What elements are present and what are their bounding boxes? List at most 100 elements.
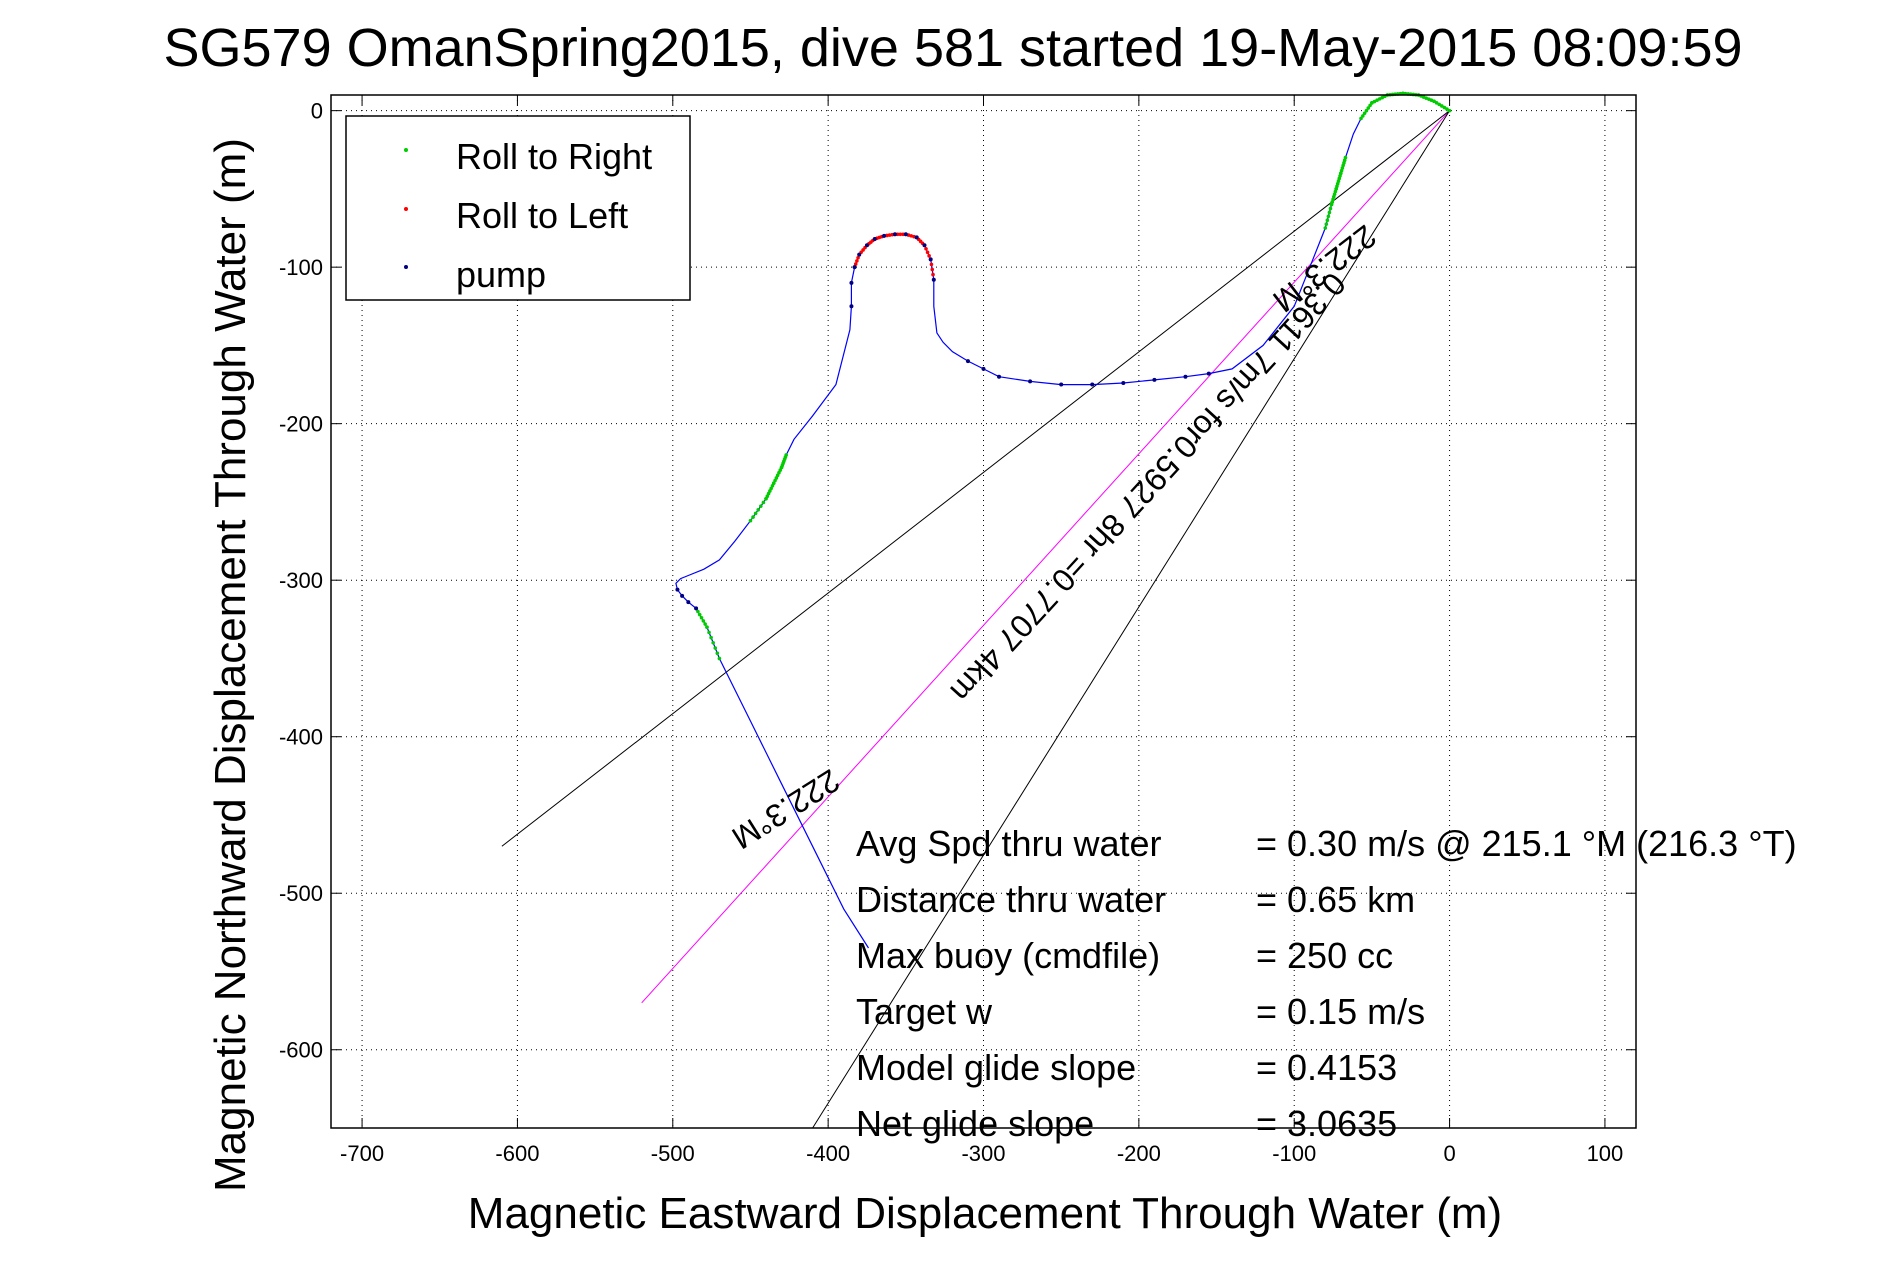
roll-left-point bbox=[898, 232, 903, 237]
roll-right-point bbox=[1434, 101, 1439, 105]
stat-value-avg-speed: = 0.30 m/s @ 215.1 °M (216.3 °T) bbox=[1256, 823, 1797, 864]
tick-layer: -700 -600 -500 -400 -300 -200 -100 0 100 0 -100 -20… bbox=[279, 95, 1636, 1166]
y-tick-label: -200 bbox=[279, 412, 323, 437]
legend-label-roll-right: Roll to Right bbox=[456, 136, 652, 177]
roll-right-point bbox=[1359, 116, 1363, 121]
pump-point bbox=[852, 265, 857, 270]
pump-point bbox=[675, 587, 680, 592]
stat-label-net-glide: Net glide slope bbox=[856, 1103, 1094, 1144]
pump-point bbox=[892, 232, 897, 237]
roll-right-point bbox=[701, 619, 706, 623]
pump-point bbox=[914, 235, 919, 240]
roll-right-point bbox=[753, 511, 758, 516]
y-tick-label: 0 bbox=[311, 99, 323, 124]
pump-point bbox=[680, 593, 685, 598]
roll-left-point bbox=[853, 262, 858, 266]
x-tick-label: -400 bbox=[806, 1141, 850, 1166]
pump-point bbox=[981, 366, 986, 371]
roll-right-point bbox=[715, 651, 720, 656]
x-tick-label: 0 bbox=[1443, 1141, 1455, 1166]
y-tick-label: -300 bbox=[279, 568, 323, 593]
roll-right-point bbox=[1327, 210, 1332, 215]
roll-left-point bbox=[925, 250, 930, 255]
stat-value-net-glide: = 3.0635 bbox=[1256, 1103, 1397, 1144]
stat-label-target-w: Target w bbox=[856, 991, 993, 1032]
roll-right-point bbox=[697, 612, 702, 617]
legend-marker-pump bbox=[404, 265, 408, 269]
pump-point bbox=[1121, 380, 1126, 385]
marker-layer bbox=[675, 91, 1452, 661]
pump-point bbox=[857, 252, 862, 257]
roll-right-point bbox=[1325, 218, 1330, 223]
pump-point bbox=[965, 359, 970, 364]
roll-right-point bbox=[1366, 106, 1371, 110]
roll-right-point bbox=[696, 609, 700, 614]
pump-point bbox=[864, 243, 869, 248]
stat-label-max-buoy: Max buoy (cmdfile) bbox=[856, 935, 1160, 976]
x-axis-label: Magnetic Eastward Displacement Through W… bbox=[468, 1189, 1502, 1238]
roll-right-point bbox=[1370, 101, 1374, 105]
legend-entry-roll-left: Roll to Left bbox=[404, 195, 628, 236]
chart-title: SG579 OmanSpring2015, dive 581 started 1… bbox=[163, 18, 1742, 78]
roll-right-point bbox=[764, 497, 768, 501]
pump-point bbox=[1090, 382, 1095, 387]
pump-point bbox=[1028, 379, 1033, 384]
x-tick-label: -700 bbox=[340, 1141, 384, 1166]
pump-point bbox=[872, 236, 877, 241]
x-tick-label: -200 bbox=[1117, 1141, 1161, 1166]
y-tick-label: -600 bbox=[279, 1038, 323, 1063]
pump-point bbox=[931, 277, 936, 282]
x-tick-label: 100 bbox=[1587, 1141, 1624, 1166]
stat-value-distance: = 0.65 km bbox=[1256, 879, 1415, 920]
pump-point bbox=[686, 600, 691, 605]
roll-left-point bbox=[929, 262, 934, 267]
stat-value-target-w: = 0.15 m/s bbox=[1256, 991, 1425, 1032]
roll-right-point bbox=[1440, 104, 1444, 108]
legend-entry-pump: pump bbox=[404, 254, 546, 295]
pump-point bbox=[1183, 374, 1188, 379]
roll-right-point bbox=[1329, 202, 1334, 207]
pump-point bbox=[849, 280, 854, 285]
pump-point bbox=[849, 304, 854, 309]
y-tick-label: -100 bbox=[279, 255, 323, 280]
legend-label-roll-left: Roll to Left bbox=[456, 195, 628, 236]
stat-label-model-glide: Model glide slope bbox=[856, 1047, 1136, 1088]
reference-lines bbox=[501, 110, 1450, 1129]
roll-right-point bbox=[707, 630, 711, 635]
legend-marker-roll-left bbox=[404, 207, 408, 211]
roll-left-point bbox=[909, 234, 914, 238]
y-tick-label: -500 bbox=[279, 881, 323, 906]
grid bbox=[331, 95, 1636, 1128]
pump-point bbox=[694, 606, 699, 611]
roll-left-point bbox=[895, 232, 900, 237]
stat-label-distance: Distance thru water bbox=[856, 879, 1166, 920]
roll-right-point bbox=[748, 518, 753, 523]
heading-bound-line-upper bbox=[501, 110, 1450, 847]
roll-left-point bbox=[856, 255, 860, 260]
roll-right-point bbox=[1362, 111, 1367, 116]
roll-right-point bbox=[711, 641, 715, 645]
pump-point bbox=[1152, 377, 1157, 382]
pump-point bbox=[903, 232, 908, 237]
y-tick-label: -400 bbox=[279, 725, 323, 750]
x-tick-label: -100 bbox=[1272, 1141, 1316, 1166]
roll-right-point bbox=[1324, 222, 1329, 226]
roll-left-point bbox=[930, 267, 935, 272]
roll-left-point bbox=[901, 232, 905, 237]
pump-point bbox=[1206, 371, 1211, 376]
pump-point bbox=[882, 233, 887, 238]
stat-value-max-buoy: = 250 cc bbox=[1256, 935, 1393, 976]
legend-entry-roll-right: Roll to Right bbox=[404, 136, 652, 177]
roll-right-point bbox=[759, 504, 763, 508]
roll-right-point bbox=[1326, 214, 1331, 219]
roll-right-point bbox=[751, 515, 755, 519]
stat-label-avg-speed: Avg Spd thru water bbox=[856, 823, 1162, 864]
legend-label-pump: pump bbox=[456, 254, 546, 295]
heading-bound-line-lower bbox=[812, 110, 1450, 1129]
roll-right-point bbox=[756, 507, 761, 512]
roll-right-point bbox=[1368, 103, 1372, 108]
x-tick-label: -600 bbox=[495, 1141, 539, 1166]
roll-right-point bbox=[713, 646, 718, 650]
roll-right-point bbox=[1323, 226, 1328, 230]
